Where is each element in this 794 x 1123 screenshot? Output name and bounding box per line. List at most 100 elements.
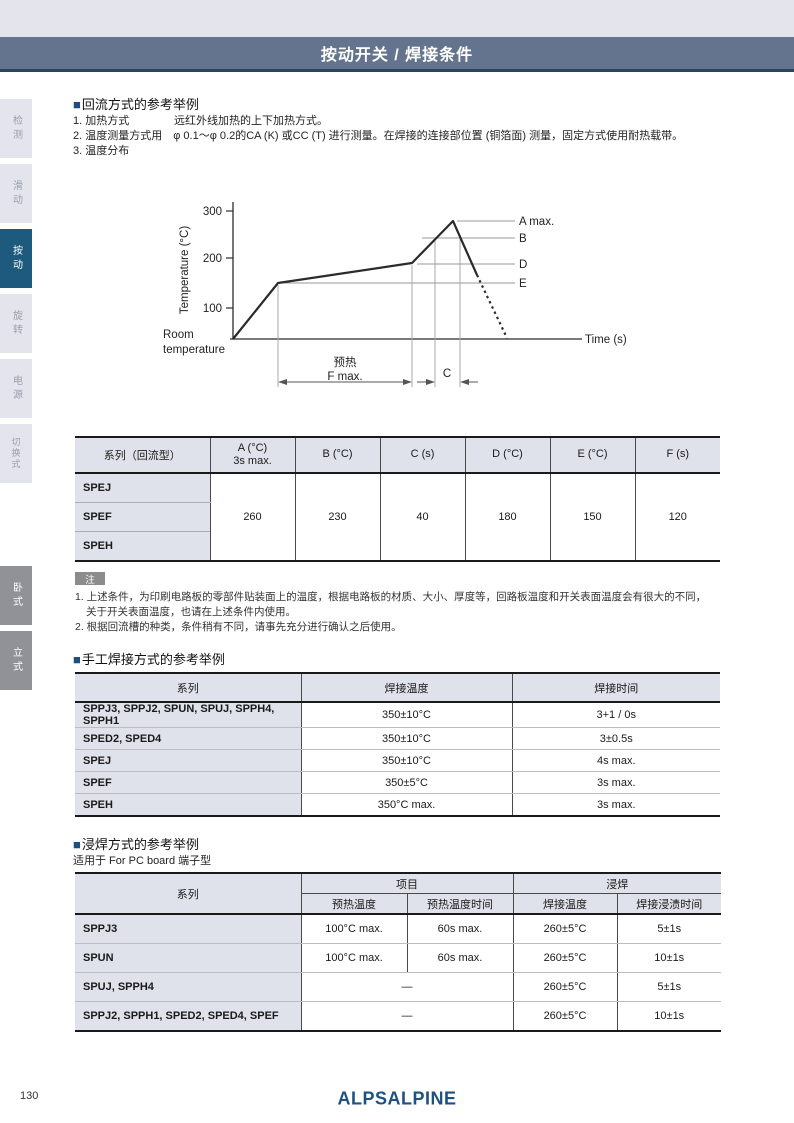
reflow-item-1-label: 1. 加热方式 xyxy=(73,115,130,127)
x-axis-label: Time (s) xyxy=(585,334,627,346)
note-badge-text: 注 xyxy=(85,574,95,586)
sidebar-tab-slide[interactable]: 滑动 xyxy=(0,164,32,223)
header-cell: E (°C) xyxy=(549,437,635,474)
table-cell: 5±1s xyxy=(616,914,721,944)
sidebar-tab-label: 立式 xyxy=(10,646,22,675)
table-cell: 3s max. xyxy=(511,793,720,816)
table-header-row: 预热温度 预热温度时间 焊接温度 焊接浸渍时间 xyxy=(75,893,721,915)
profile-line-solid xyxy=(232,219,479,340)
series-cell: SPEJ xyxy=(75,749,301,772)
sidebar-tab-push-active[interactable]: 按动 xyxy=(0,229,32,288)
sidebar-tab-label: 滑动 xyxy=(10,179,22,208)
arrow-left-icon xyxy=(460,379,469,385)
table-row: SPPJ2, SPPH1, SPED2, SPED4, SPEF — 260±5… xyxy=(75,1001,721,1031)
arrow-right-icon xyxy=(426,379,435,385)
top-band xyxy=(0,0,794,37)
table-cell: 260±5°C xyxy=(512,972,617,1002)
section-heading-hand-soldering: ■手工焊接方式的参考举例 xyxy=(73,649,225,668)
section-heading-text: 回流方式的参考举例 xyxy=(81,97,199,112)
table-row: SPEH xyxy=(75,531,720,561)
header-cell: 系列（回流型） xyxy=(75,437,210,474)
section-marker-icon: ■ xyxy=(73,652,81,667)
dim-label-preheat: 预热 xyxy=(334,356,357,369)
table-cell: 10±1s xyxy=(616,943,721,973)
series-cell: SPEF xyxy=(75,502,210,532)
section-heading-text: 浸焊方式的参考举例 xyxy=(81,837,199,852)
series-cell: SPUJ, SPPH4 xyxy=(75,972,301,1002)
table-row: SPEF xyxy=(75,502,720,532)
header-cell: 系列 xyxy=(75,873,301,915)
table-row: SPEJ 350±10°C 4s max. xyxy=(75,749,720,772)
table-row: SPEH 350°C max. 3s max. xyxy=(75,793,720,816)
origin-label-room: Room xyxy=(163,329,194,341)
series-cell: SPUN xyxy=(75,943,301,973)
table-row: SPUJ, SPPH4 — 260±5°C 5±1s xyxy=(75,972,721,1002)
table-cell: 4s max. xyxy=(511,749,720,772)
section-heading-dip-soldering: ■浸焊方式的参考举例 xyxy=(73,834,199,853)
alps-alpine-logo: ALPSALPINE xyxy=(337,1087,457,1109)
page-title-text: 按动开关 / 焊接条件 xyxy=(320,47,474,64)
header-line: A (°C) xyxy=(237,441,268,454)
table-cell: 40 xyxy=(379,473,465,561)
table-cell: 100°C max. xyxy=(300,914,407,944)
table-header-row: 系列 焊接温度 焊接时间 xyxy=(75,673,720,703)
table-cell: — xyxy=(300,972,513,1002)
series-cell: SPPJ2, SPPH1, SPED2, SPED4, SPEF xyxy=(75,1001,301,1031)
table-row: SPEJ 260 230 40 180 150 120 xyxy=(75,473,720,561)
ref-label-d: D xyxy=(519,259,527,271)
table-cell: 350±5°C xyxy=(300,771,512,794)
table-cell: 350±10°C xyxy=(300,702,512,728)
y-tick-label-200: 200 xyxy=(203,253,222,265)
dip-subtitle: 适用于 For PC board 端子型 xyxy=(73,855,212,867)
table-row: SPPJ3 100°C max. 60s max. 260±5°C 5±1s xyxy=(75,914,721,944)
sidebar-tab-horizontal[interactable]: 卧式 xyxy=(0,566,32,625)
header-cell: 焊接浸渍时间 xyxy=(616,893,721,915)
series-cell: SPPJ3, SPPJ2, SPUN, SPUJ, SPPH4, SPPH1 xyxy=(75,702,301,728)
origin-label-temperature: temperature xyxy=(163,344,225,356)
header-line: B (°C) xyxy=(322,448,353,461)
sidebar-tab-toggle[interactable]: 切换式 xyxy=(0,424,32,483)
sidebar-tab-inspection[interactable]: 检测 xyxy=(0,99,32,158)
table-row: SPEF 350±5°C 3s max. xyxy=(75,771,720,794)
sidebar-tab-power[interactable]: 电源 xyxy=(0,359,32,418)
header-line: E (°C) xyxy=(577,448,608,461)
hand-soldering-table: 系列 焊接温度 焊接时间 SPPJ3, SPPJ2, SPUN, SPUJ, S… xyxy=(75,672,720,817)
header-line: C (s) xyxy=(410,448,435,461)
section-marker-icon: ■ xyxy=(73,837,81,852)
note-line-2: 关于开关表面温度，也请在上述条件内使用。 xyxy=(86,606,296,618)
section-heading-text: 手工焊接方式的参考举例 xyxy=(81,652,225,667)
table-cell: 260 xyxy=(209,473,295,561)
series-cell: SPEJ xyxy=(75,473,210,503)
note-badge: 注 xyxy=(75,572,105,586)
reflow-item-3: 3. 温度分布 xyxy=(73,145,130,157)
sidebar-tab-label: 检测 xyxy=(10,114,22,143)
y-tick-label-300: 300 xyxy=(203,206,222,218)
header-cell: 预热温度时间 xyxy=(406,893,513,915)
note-line-1: 1. 上述条件，为印刷电路板的零部件贴装面上的温度，根据电路板的材质、大小、厚度… xyxy=(75,591,707,603)
header-line: F (s) xyxy=(666,448,690,461)
header-cell: 浸焊 xyxy=(512,873,721,894)
table-cell: 260±5°C xyxy=(512,914,617,944)
sidebar-tab-rotary[interactable]: 旋转 xyxy=(0,294,32,353)
table-cell: — xyxy=(300,1001,513,1031)
y-tick-label-100: 100 xyxy=(203,303,222,315)
table-cell: 260±5°C xyxy=(512,1001,617,1031)
series-cell: SPEH xyxy=(75,793,301,816)
reflow-table: 系列（回流型） A (°C) 3s max. B (°C) C (s) D (°C… xyxy=(75,436,720,562)
table-cell: 3±0.5s xyxy=(511,727,720,750)
table-cell: 10±1s xyxy=(616,1001,721,1031)
sidebar-tab-label: 切换式 xyxy=(10,437,21,470)
reflow-item-2: 2. 温度测量方式用 φ 0.1～φ 0.2的CA (K) 或CC (T) 进行… xyxy=(73,130,684,142)
sidebar-tab-label: 电源 xyxy=(10,374,22,403)
sidebar-tab-vertical[interactable]: 立式 xyxy=(0,631,32,690)
sidebar-tab-label: 按动 xyxy=(10,244,22,273)
table-header-row: 系列 项目 浸焊 xyxy=(75,873,721,915)
section-heading-reflow: ■回流方式的参考举例 xyxy=(73,94,199,113)
ref-label-b: B xyxy=(519,233,527,245)
y-axis-label: Temperature (°C) xyxy=(179,226,191,314)
header-cell: 项目 xyxy=(300,873,513,894)
header-cell: C (s) xyxy=(379,437,465,474)
ref-label-a-max: A max. xyxy=(519,216,554,228)
header-cell: 系列 xyxy=(75,673,301,703)
